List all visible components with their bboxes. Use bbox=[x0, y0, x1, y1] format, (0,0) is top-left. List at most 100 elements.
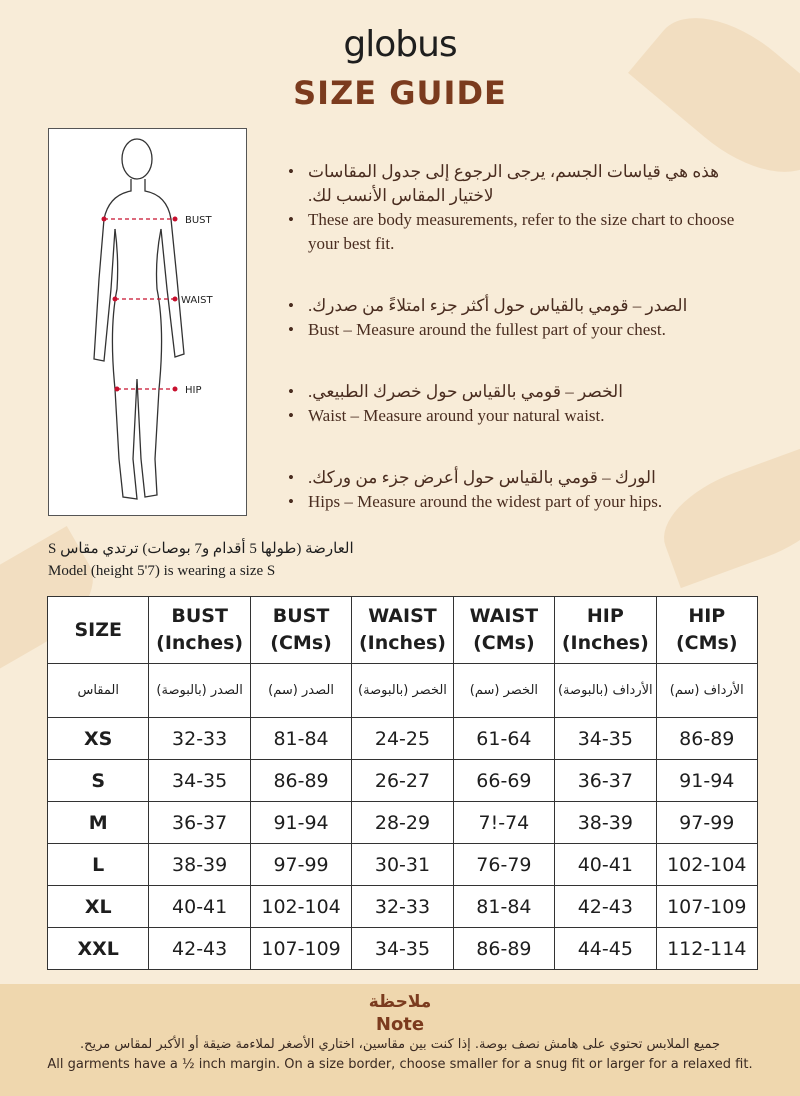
column-header-text: (Inches) bbox=[561, 632, 649, 654]
waist-label: WAIST bbox=[181, 295, 213, 306]
column-header-text: HIP bbox=[586, 605, 624, 627]
column-header: SIZE bbox=[46, 596, 150, 664]
measurement-cell: 26-27 bbox=[351, 759, 454, 802]
bullet-en: Bust – Measure around the fullest part o… bbox=[288, 318, 758, 342]
measurement-cell: 30-31 bbox=[351, 843, 454, 886]
measurement-cell: 32-33 bbox=[351, 885, 454, 928]
bullet-en: These are body measurements, refer to th… bbox=[288, 208, 758, 256]
column-header-text: (CMs) bbox=[270, 632, 332, 654]
note-text-ar: جميع الملابس تحتوي على هامش نصف بوصة. إذ… bbox=[79, 1037, 721, 1052]
column-header-text: WAIST bbox=[368, 605, 437, 627]
column-header-text: (CMs) bbox=[473, 632, 535, 654]
column-header-text: SIZE bbox=[74, 618, 122, 641]
measurement-cell: 32-33 bbox=[148, 717, 251, 760]
measurement-instructions: هذه هي قياسات الجسم، يرجى الرجوع إلى جدو… bbox=[288, 160, 758, 552]
measurement-cell: 42-43 bbox=[148, 927, 251, 970]
measurement-cell: 34-35 bbox=[554, 717, 657, 760]
bust-label: BUST bbox=[185, 215, 213, 226]
measurement-cell: 28-29 bbox=[351, 801, 454, 844]
measurement-cell: 91-94 bbox=[655, 759, 759, 802]
column-header-text: HIP bbox=[688, 605, 726, 627]
size-cell: M bbox=[46, 801, 150, 844]
measurement-cell: 97-99 bbox=[249, 843, 353, 886]
measurement-cell: 107-109 bbox=[655, 885, 759, 928]
column-header: BUST (Inches) bbox=[148, 596, 251, 664]
model-info-en: Model (height 5'7) is wearing a size S bbox=[48, 563, 276, 579]
bullet-ar: الصدر – قومي بالقياس حول أكثر جزء امتلاء… bbox=[288, 294, 758, 318]
measurement-cell: 97-99 bbox=[655, 801, 759, 844]
measurement-cell: 38-39 bbox=[148, 843, 251, 886]
page-title: SIZE GUIDE bbox=[293, 74, 507, 112]
measurement-cell: 76-79 bbox=[452, 843, 556, 886]
column-header-text: (Inches) bbox=[156, 632, 244, 654]
measurement-cell: 7!-74 bbox=[452, 801, 556, 844]
table-row: M 36-37 91-94 28-29 7!-74 38-39 97-99 bbox=[46, 801, 759, 844]
measurement-cell: 36-37 bbox=[554, 759, 657, 802]
column-header-text: (Inches) bbox=[359, 632, 446, 654]
table-row: L 38-39 97-99 30-31 76-79 40-41 102-104 bbox=[46, 843, 759, 886]
column-header-ar: الأرداف (بالبوصة) bbox=[554, 663, 657, 718]
column-header: HIP (CMs) bbox=[655, 596, 759, 664]
hip-label: HIP bbox=[185, 385, 202, 396]
measurement-cell: 107-109 bbox=[249, 927, 353, 970]
column-header-ar: الصدر (بالبوصة) bbox=[148, 663, 251, 718]
column-header: BUST (CMs) bbox=[249, 596, 353, 664]
measurement-cell: 40-41 bbox=[554, 843, 657, 886]
table-row: XL 40-41 102-104 32-33 81-84 42-43 107-109 bbox=[46, 885, 759, 928]
column-header-text: WAIST bbox=[469, 605, 539, 627]
column-header: WAIST (CMs) bbox=[452, 596, 556, 664]
model-info-ar: العارضة (طولها 5 أقدام و7 بوصات) ترتدي م… bbox=[48, 541, 354, 557]
column-header-ar: المقاس bbox=[46, 663, 150, 718]
bullet-en: Hips – Measure around the widest part of… bbox=[288, 490, 758, 514]
column-header-ar: الأرداف (سم) bbox=[655, 663, 759, 718]
note-title-en: Note bbox=[375, 1014, 425, 1035]
measurement-cell: 40-41 bbox=[148, 885, 251, 928]
table-row: XS 32-33 81-84 24-25 61-64 34-35 86-89 bbox=[46, 717, 759, 760]
header-row: SIZE BUST (Inches) BUST (CMs) WAIST (Inches) WA… bbox=[46, 596, 759, 664]
measurement-cell: 44-45 bbox=[554, 927, 657, 970]
size-cell: XXL bbox=[46, 927, 150, 970]
measurement-cell: 91-94 bbox=[249, 801, 353, 844]
arabic-header-row: المقاس الصدر (بالبوصة) الصدر (سم) الخصر (با… bbox=[46, 663, 759, 718]
bullet-ar: هذه هي قياسات الجسم، يرجى الرجوع إلى جدو… bbox=[288, 160, 758, 208]
measurement-cell: 42-43 bbox=[554, 885, 657, 928]
size-cell: S bbox=[46, 759, 150, 802]
measurement-cell: 34-35 bbox=[351, 927, 454, 970]
bullet-en: Waist – Measure around your natural wais… bbox=[288, 404, 758, 428]
size-cell: XL bbox=[46, 885, 150, 928]
column-header: WAIST (Inches) bbox=[351, 596, 454, 664]
table-row: XXL 42-43 107-109 34-35 86-89 44-45 112-114 bbox=[46, 927, 759, 970]
measurement-cell: 86-89 bbox=[655, 717, 759, 760]
note-text-en: All garments have a ½ inch margin. On a … bbox=[47, 1057, 753, 1072]
column-header-text: BUST bbox=[171, 605, 228, 627]
measurement-cell: 24-25 bbox=[351, 717, 454, 760]
body-silhouette-icon: BUST WAIST HIP bbox=[93, 138, 213, 500]
column-header-text: (CMs) bbox=[676, 632, 738, 654]
measurement-cell: 61-64 bbox=[452, 717, 556, 760]
measurement-cell: 86-89 bbox=[452, 927, 556, 970]
size-chart-table: SIZE BUST (Inches) BUST (CMs) WAIST (Inches) WA… bbox=[46, 596, 759, 970]
measurement-cell: 102-104 bbox=[249, 885, 353, 928]
column-header-text: BUST bbox=[272, 605, 330, 627]
measurement-cell: 81-84 bbox=[452, 885, 556, 928]
measurement-cell: 112-114 bbox=[655, 927, 759, 970]
body-measurement-figure: BUST WAIST HIP bbox=[48, 128, 247, 516]
measurement-cell: 34-35 bbox=[148, 759, 251, 802]
brand-logo: globus bbox=[343, 24, 457, 65]
measurement-cell: 66-69 bbox=[452, 759, 556, 802]
measurement-cell: 36-37 bbox=[148, 801, 251, 844]
column-header-ar: الصدر (سم) bbox=[249, 663, 353, 718]
column-header-ar: الخصر (بالبوصة) bbox=[351, 663, 454, 718]
column-header: HIP (Inches) bbox=[554, 596, 657, 664]
bullet-ar: الورك – قومي بالقياس حول أعرض جزء من ورك… bbox=[288, 466, 758, 490]
measurement-cell: 81-84 bbox=[249, 717, 353, 760]
column-header-ar: الخصر (سم) bbox=[452, 663, 556, 718]
note-title-ar: ملاحظة bbox=[368, 992, 432, 1012]
measurement-cell: 38-39 bbox=[554, 801, 657, 844]
table-row: S 34-35 86-89 26-27 66-69 36-37 91-94 bbox=[46, 759, 759, 802]
size-cell: L bbox=[46, 843, 150, 886]
measurement-cell: 102-104 bbox=[655, 843, 759, 886]
bullet-ar: الخصر – قومي بالقياس حول خصرك الطبيعي. bbox=[288, 380, 758, 404]
size-cell: XS bbox=[46, 717, 150, 760]
note-section: ملاحظة Note جميع الملابس تحتوي على هامش … bbox=[0, 984, 800, 1096]
